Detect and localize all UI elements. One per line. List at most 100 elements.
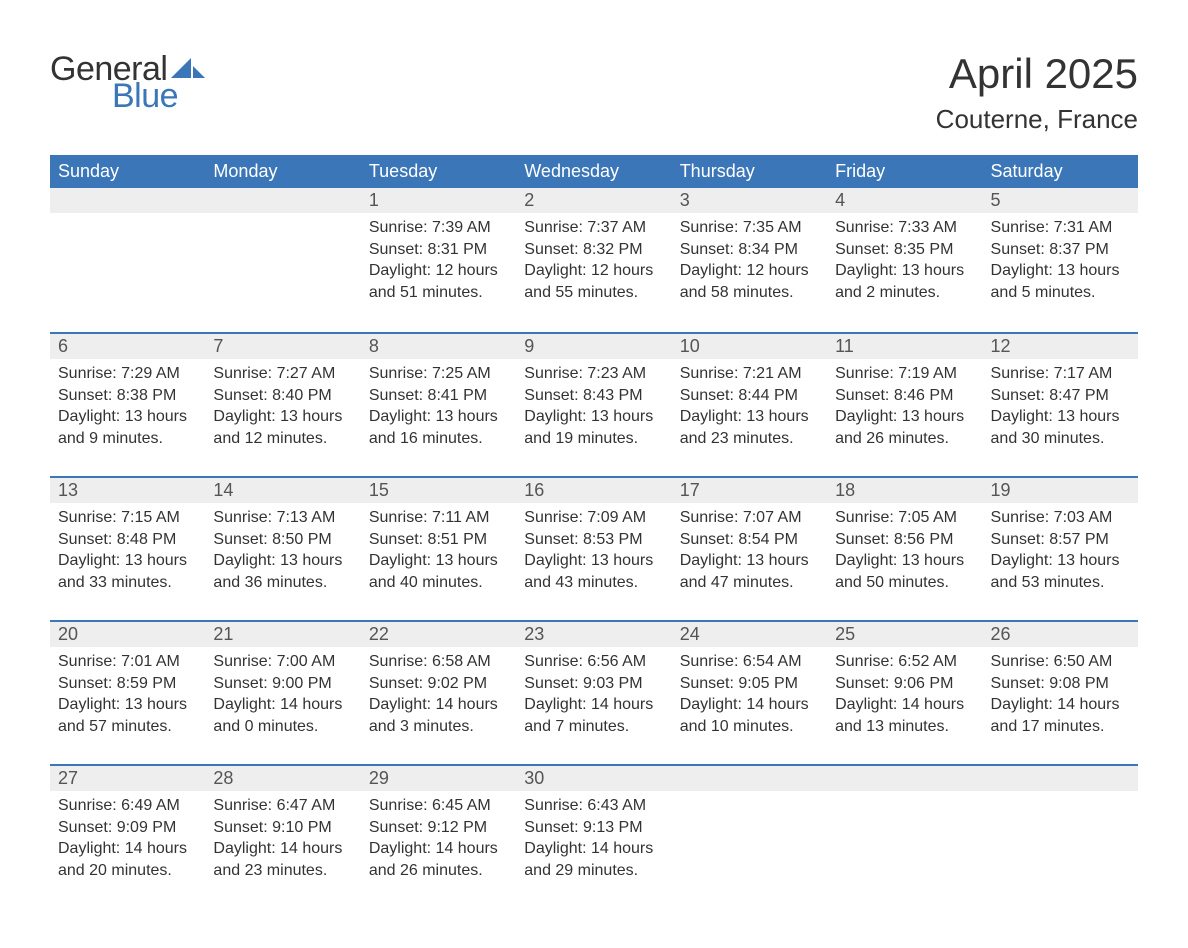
sunrise-text: Sunrise: 7:33 AM [835,217,974,239]
sunset-text: Sunset: 8:53 PM [524,529,663,551]
daylight-text: Daylight: 13 hours and 26 minutes. [835,406,974,449]
day-content: Sunrise: 6:50 AMSunset: 9:08 PMDaylight:… [983,647,1138,745]
calendar-day-cell: 7Sunrise: 7:27 AMSunset: 8:40 PMDaylight… [205,332,360,476]
day-number: 4 [827,188,982,213]
day-content: Sunrise: 7:07 AMSunset: 8:54 PMDaylight:… [672,503,827,601]
day-number: 20 [50,620,205,647]
day-content: Sunrise: 6:47 AMSunset: 9:10 PMDaylight:… [205,791,360,889]
sunrise-text: Sunrise: 7:29 AM [58,363,197,385]
daylight-text: Daylight: 14 hours and 17 minutes. [991,694,1130,737]
calendar-day-cell: 24Sunrise: 6:54 AMSunset: 9:05 PMDayligh… [672,620,827,764]
day-content [205,213,360,225]
calendar-table: Sunday Monday Tuesday Wednesday Thursday… [50,155,1138,908]
day-content: Sunrise: 7:37 AMSunset: 8:32 PMDaylight:… [516,213,671,311]
day-number: 13 [50,476,205,503]
calendar-day-cell: 29Sunrise: 6:45 AMSunset: 9:12 PMDayligh… [361,764,516,908]
day-content: Sunrise: 7:13 AMSunset: 8:50 PMDaylight:… [205,503,360,601]
daylight-text: Daylight: 13 hours and 40 minutes. [369,550,508,593]
calendar-day-cell: 21Sunrise: 7:00 AMSunset: 9:00 PMDayligh… [205,620,360,764]
sunset-text: Sunset: 8:44 PM [680,385,819,407]
sunrise-text: Sunrise: 6:58 AM [369,651,508,673]
calendar-day-cell: 2Sunrise: 7:37 AMSunset: 8:32 PMDaylight… [516,188,671,332]
day-content: Sunrise: 6:54 AMSunset: 9:05 PMDaylight:… [672,647,827,745]
calendar-day-cell [983,764,1138,908]
calendar-day-cell: 19Sunrise: 7:03 AMSunset: 8:57 PMDayligh… [983,476,1138,620]
sunset-text: Sunset: 8:57 PM [991,529,1130,551]
daylight-text: Daylight: 14 hours and 0 minutes. [213,694,352,737]
daylight-text: Daylight: 13 hours and 19 minutes. [524,406,663,449]
calendar-day-cell: 12Sunrise: 7:17 AMSunset: 8:47 PMDayligh… [983,332,1138,476]
day-number: 11 [827,332,982,359]
daylight-text: Daylight: 14 hours and 3 minutes. [369,694,508,737]
calendar-day-cell: 5Sunrise: 7:31 AMSunset: 8:37 PMDaylight… [983,188,1138,332]
sunset-text: Sunset: 8:50 PM [213,529,352,551]
day-number: 14 [205,476,360,503]
calendar-day-cell: 23Sunrise: 6:56 AMSunset: 9:03 PMDayligh… [516,620,671,764]
calendar-day-cell: 4 Sunrise: 7:33 AMSunset: 8:35 PMDaylight… [827,188,982,332]
calendar-day-cell: 15Sunrise: 7:11 AMSunset: 8:51 PMDayligh… [361,476,516,620]
sunrise-text: Sunrise: 7:00 AM [213,651,352,673]
daylight-text: Daylight: 13 hours and 5 minutes. [991,260,1130,303]
sunrise-text: Sunrise: 7:03 AM [991,507,1130,529]
sunset-text: Sunset: 8:51 PM [369,529,508,551]
sunset-text: Sunset: 8:34 PM [680,239,819,261]
day-number: 7 [205,332,360,359]
calendar-week-row: 20Sunrise: 7:01 AMSunset: 8:59 PMDayligh… [50,620,1138,764]
day-number: 16 [516,476,671,503]
calendar-week-row: 27Sunrise: 6:49 AMSunset: 9:09 PMDayligh… [50,764,1138,908]
day-number: 30 [516,764,671,791]
day-content: Sunrise: 6:58 AMSunset: 9:02 PMDaylight:… [361,647,516,745]
day-number: 24 [672,620,827,647]
sunset-text: Sunset: 9:09 PM [58,817,197,839]
daylight-text: Daylight: 12 hours and 58 minutes. [680,260,819,303]
sunrise-text: Sunrise: 7:19 AM [835,363,974,385]
day-content [983,791,1138,803]
calendar-day-cell: 26Sunrise: 6:50 AMSunset: 9:08 PMDayligh… [983,620,1138,764]
calendar-day-cell: 8Sunrise: 7:25 AMSunset: 8:41 PMDaylight… [361,332,516,476]
sunrise-text: Sunrise: 7:21 AM [680,363,819,385]
calendar-week-row: 6Sunrise: 7:29 AMSunset: 8:38 PMDaylight… [50,332,1138,476]
sunrise-text: Sunrise: 6:54 AM [680,651,819,673]
sunrise-text: Sunrise: 7:15 AM [58,507,197,529]
calendar-day-cell: 22Sunrise: 6:58 AMSunset: 9:02 PMDayligh… [361,620,516,764]
sunset-text: Sunset: 8:59 PM [58,673,197,695]
day-number: 1 [361,188,516,213]
calendar-day-cell: 3Sunrise: 7:35 AMSunset: 8:34 PMDaylight… [672,188,827,332]
day-content: Sunrise: 7:39 AMSunset: 8:31 PMDaylight:… [361,213,516,311]
calendar-week-row: 1Sunrise: 7:39 AMSunset: 8:31 PMDaylight… [50,188,1138,332]
sunrise-text: Sunrise: 7:35 AM [680,217,819,239]
day-content: Sunrise: 6:52 AMSunset: 9:06 PMDaylight:… [827,647,982,745]
calendar-day-cell: 1Sunrise: 7:39 AMSunset: 8:31 PMDaylight… [361,188,516,332]
day-number: 19 [983,476,1138,503]
day-content: Sunrise: 7:15 AMSunset: 8:48 PMDaylight:… [50,503,205,601]
day-content: Sunrise: 7:09 AMSunset: 8:53 PMDaylight:… [516,503,671,601]
day-content: Sunrise: 7:23 AMSunset: 8:43 PMDaylight:… [516,359,671,457]
sunrise-text: Sunrise: 7:37 AM [524,217,663,239]
sunset-text: Sunset: 8:46 PM [835,385,974,407]
daylight-text: Daylight: 13 hours and 2 minutes. [835,260,974,303]
day-number: 26 [983,620,1138,647]
sunrise-text: Sunrise: 7:31 AM [991,217,1130,239]
day-number: 29 [361,764,516,791]
day-number: 10 [672,332,827,359]
sunrise-text: Sunrise: 6:52 AM [835,651,974,673]
sunset-text: Sunset: 8:31 PM [369,239,508,261]
daylight-text: Daylight: 13 hours and 36 minutes. [213,550,352,593]
day-number: 18 [827,476,982,503]
sunset-text: Sunset: 8:40 PM [213,385,352,407]
day-number [205,188,360,213]
day-content: Sunrise: 7:11 AMSunset: 8:51 PMDaylight:… [361,503,516,601]
sunset-text: Sunset: 8:35 PM [835,239,974,261]
daylight-text: Daylight: 13 hours and 16 minutes. [369,406,508,449]
header: General Blue April 2025 Couterne, France [50,50,1138,135]
calendar-day-cell: 30Sunrise: 6:43 AMSunset: 9:13 PMDayligh… [516,764,671,908]
daylight-text: Daylight: 13 hours and 30 minutes. [991,406,1130,449]
daylight-text: Daylight: 13 hours and 50 minutes. [835,550,974,593]
day-number: 21 [205,620,360,647]
weekday-header: Thursday [672,155,827,188]
day-content: Sunrise: 7:25 AMSunset: 8:41 PMDaylight:… [361,359,516,457]
sunset-text: Sunset: 8:43 PM [524,385,663,407]
day-content: Sunrise: 7:21 AMSunset: 8:44 PMDaylight:… [672,359,827,457]
daylight-text: Daylight: 14 hours and 23 minutes. [213,838,352,881]
weekday-header: Wednesday [516,155,671,188]
